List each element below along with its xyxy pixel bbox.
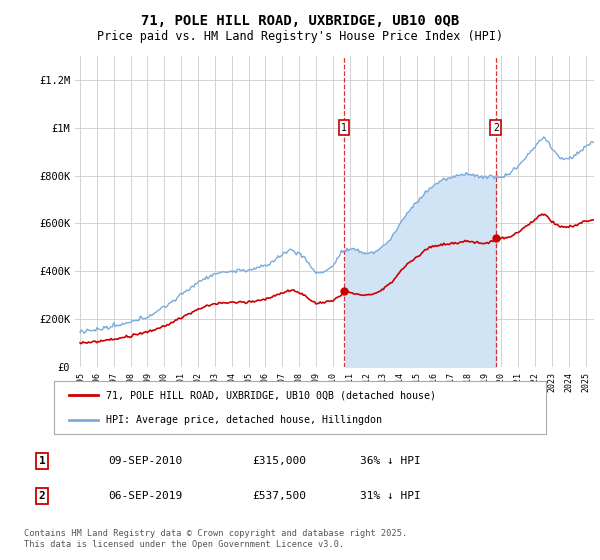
- Text: 2: 2: [493, 123, 499, 133]
- Text: 31% ↓ HPI: 31% ↓ HPI: [360, 491, 421, 501]
- Text: £315,000: £315,000: [252, 456, 306, 466]
- Text: 2: 2: [38, 491, 46, 501]
- Text: 1: 1: [38, 456, 46, 466]
- Text: 06-SEP-2019: 06-SEP-2019: [108, 491, 182, 501]
- Text: Price paid vs. HM Land Registry's House Price Index (HPI): Price paid vs. HM Land Registry's House …: [97, 30, 503, 43]
- Text: 71, POLE HILL ROAD, UXBRIDGE, UB10 0QB (detached house): 71, POLE HILL ROAD, UXBRIDGE, UB10 0QB (…: [106, 390, 436, 400]
- Text: 09-SEP-2010: 09-SEP-2010: [108, 456, 182, 466]
- Point: [340, 287, 349, 296]
- Text: 36% ↓ HPI: 36% ↓ HPI: [360, 456, 421, 466]
- Text: 1: 1: [341, 123, 347, 133]
- FancyBboxPatch shape: [54, 381, 546, 434]
- Point: [491, 234, 500, 243]
- Text: Contains HM Land Registry data © Crown copyright and database right 2025.
This d: Contains HM Land Registry data © Crown c…: [24, 529, 407, 549]
- Text: 71, POLE HILL ROAD, UXBRIDGE, UB10 0QB: 71, POLE HILL ROAD, UXBRIDGE, UB10 0QB: [141, 14, 459, 28]
- Text: £537,500: £537,500: [252, 491, 306, 501]
- Text: HPI: Average price, detached house, Hillingdon: HPI: Average price, detached house, Hill…: [106, 414, 382, 424]
